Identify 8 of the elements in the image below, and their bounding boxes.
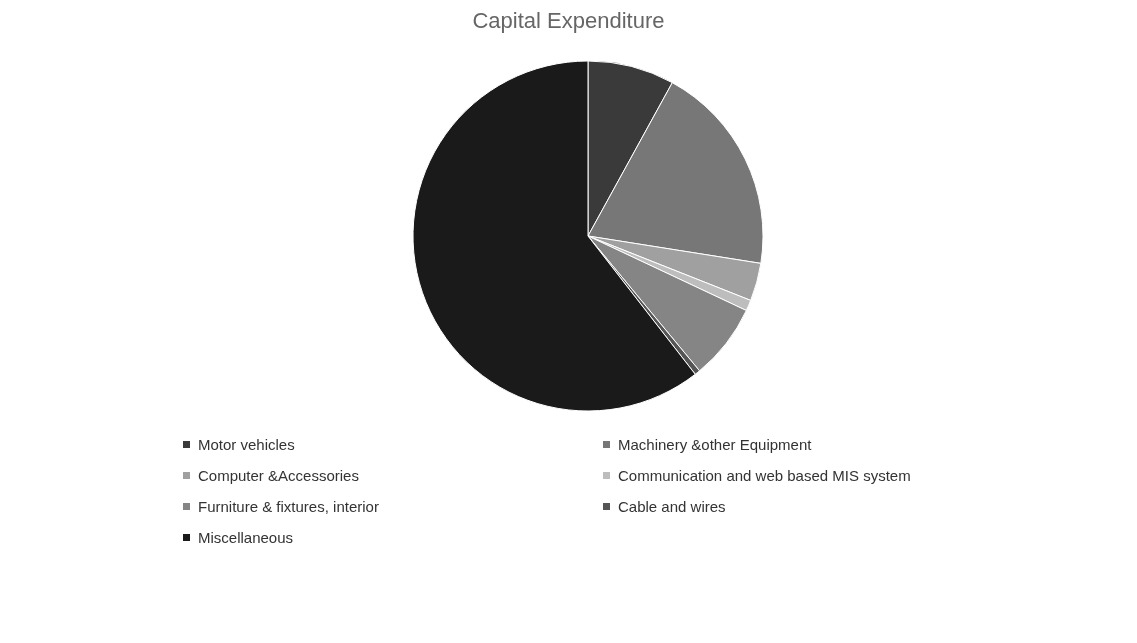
legend-label: Miscellaneous: [198, 529, 294, 546]
legend-label: Communication and web based MIS system: [618, 467, 911, 484]
legend-label: Machinery &other Equipment: [618, 436, 812, 453]
legend-label: Computer &Accessories: [198, 467, 359, 484]
legend-label: Motor vehicles: [198, 436, 295, 453]
chart-title: Capital Expenditure: [471, 8, 666, 35]
legend-label: Furniture & fixtures, interior: [198, 498, 379, 515]
legend-label: Cable and wires: [618, 498, 726, 515]
